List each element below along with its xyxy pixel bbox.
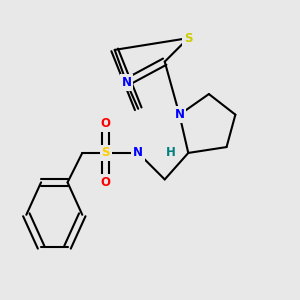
- Text: S: S: [102, 146, 110, 159]
- Text: N: N: [122, 76, 131, 89]
- Text: S: S: [184, 32, 193, 45]
- Text: N: N: [174, 108, 184, 121]
- Text: N: N: [133, 146, 143, 159]
- Text: O: O: [101, 117, 111, 130]
- Text: H: H: [166, 146, 176, 159]
- Text: O: O: [101, 176, 111, 189]
